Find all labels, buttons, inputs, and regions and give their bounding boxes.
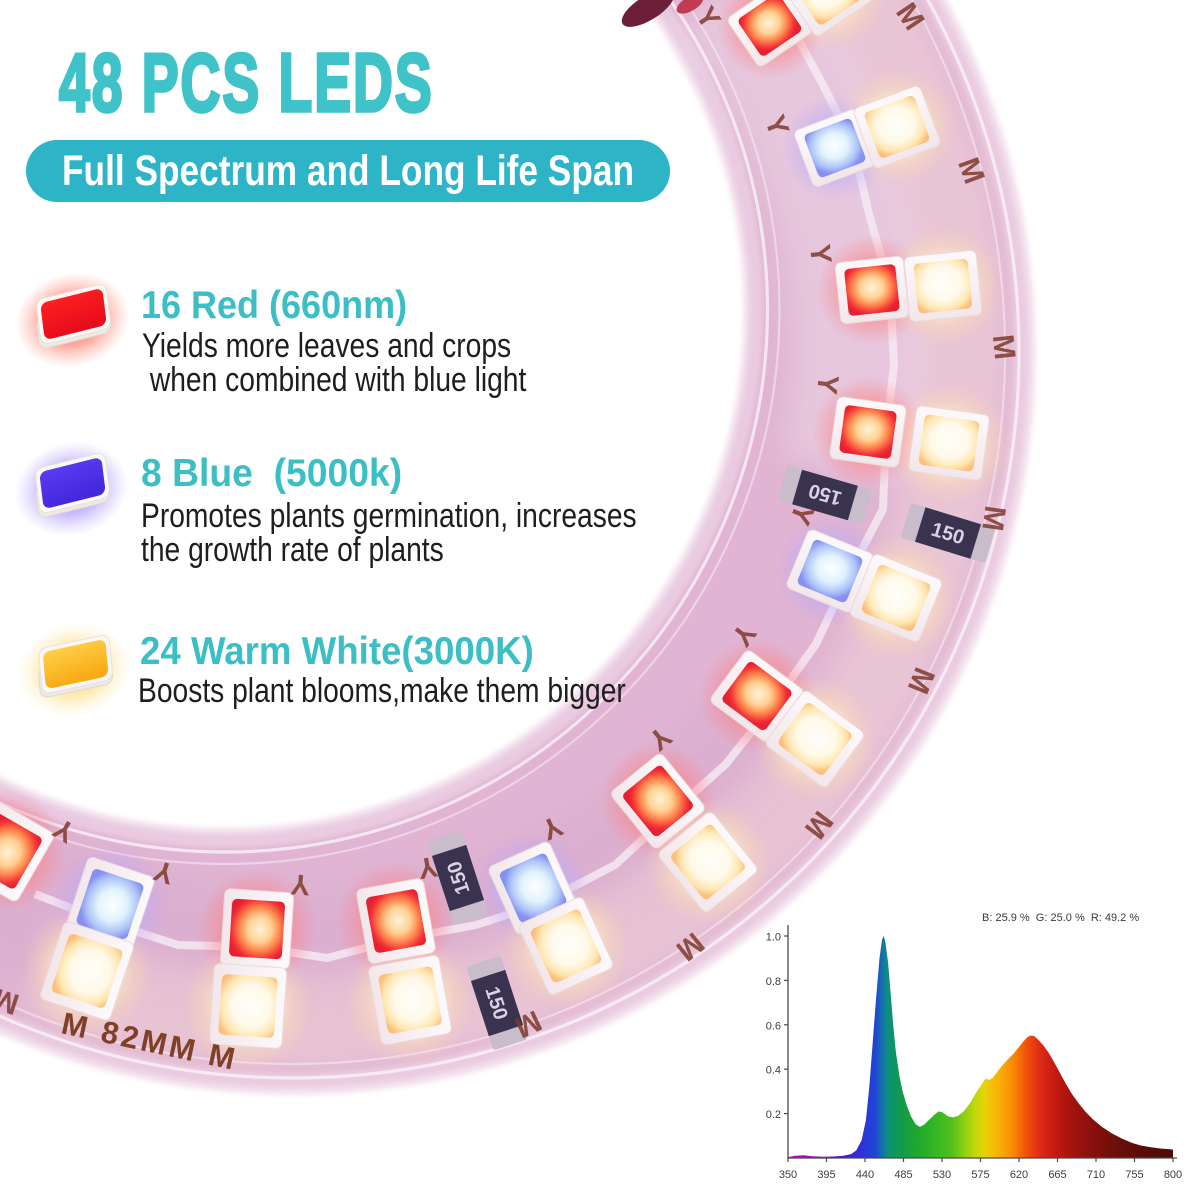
svg-text:1.0: 1.0 xyxy=(766,932,781,944)
svg-text:350: 350 xyxy=(779,1169,797,1181)
svg-text:Y: Y xyxy=(290,867,312,900)
svg-text:755: 755 xyxy=(1125,1169,1143,1181)
svg-text:440: 440 xyxy=(856,1169,874,1181)
svg-text:575: 575 xyxy=(971,1169,989,1181)
svg-text:B: 25.9 % G: 25.0 % R: 49.2: B: 25.9 % G: 25.0 % R: 49.2 % xyxy=(982,912,1139,924)
svg-text:530: 530 xyxy=(933,1169,951,1181)
svg-text:710: 710 xyxy=(1087,1169,1105,1181)
svg-text:0.2: 0.2 xyxy=(766,1109,781,1121)
svg-text:620: 620 xyxy=(1010,1169,1028,1181)
svg-text:M: M xyxy=(986,333,1021,361)
svg-text:395: 395 xyxy=(817,1169,835,1181)
svg-text:M: M xyxy=(975,504,1011,533)
svg-text:0.4: 0.4 xyxy=(766,1065,781,1077)
svg-text:485: 485 xyxy=(894,1169,912,1181)
svg-text:665: 665 xyxy=(1048,1169,1066,1181)
svg-text:800: 800 xyxy=(1164,1169,1182,1181)
svg-text:0.8: 0.8 xyxy=(766,976,781,988)
svg-text:0.6: 0.6 xyxy=(766,1020,781,1032)
svg-text:Y: Y xyxy=(803,243,837,266)
svg-text:Y: Y xyxy=(810,372,844,396)
